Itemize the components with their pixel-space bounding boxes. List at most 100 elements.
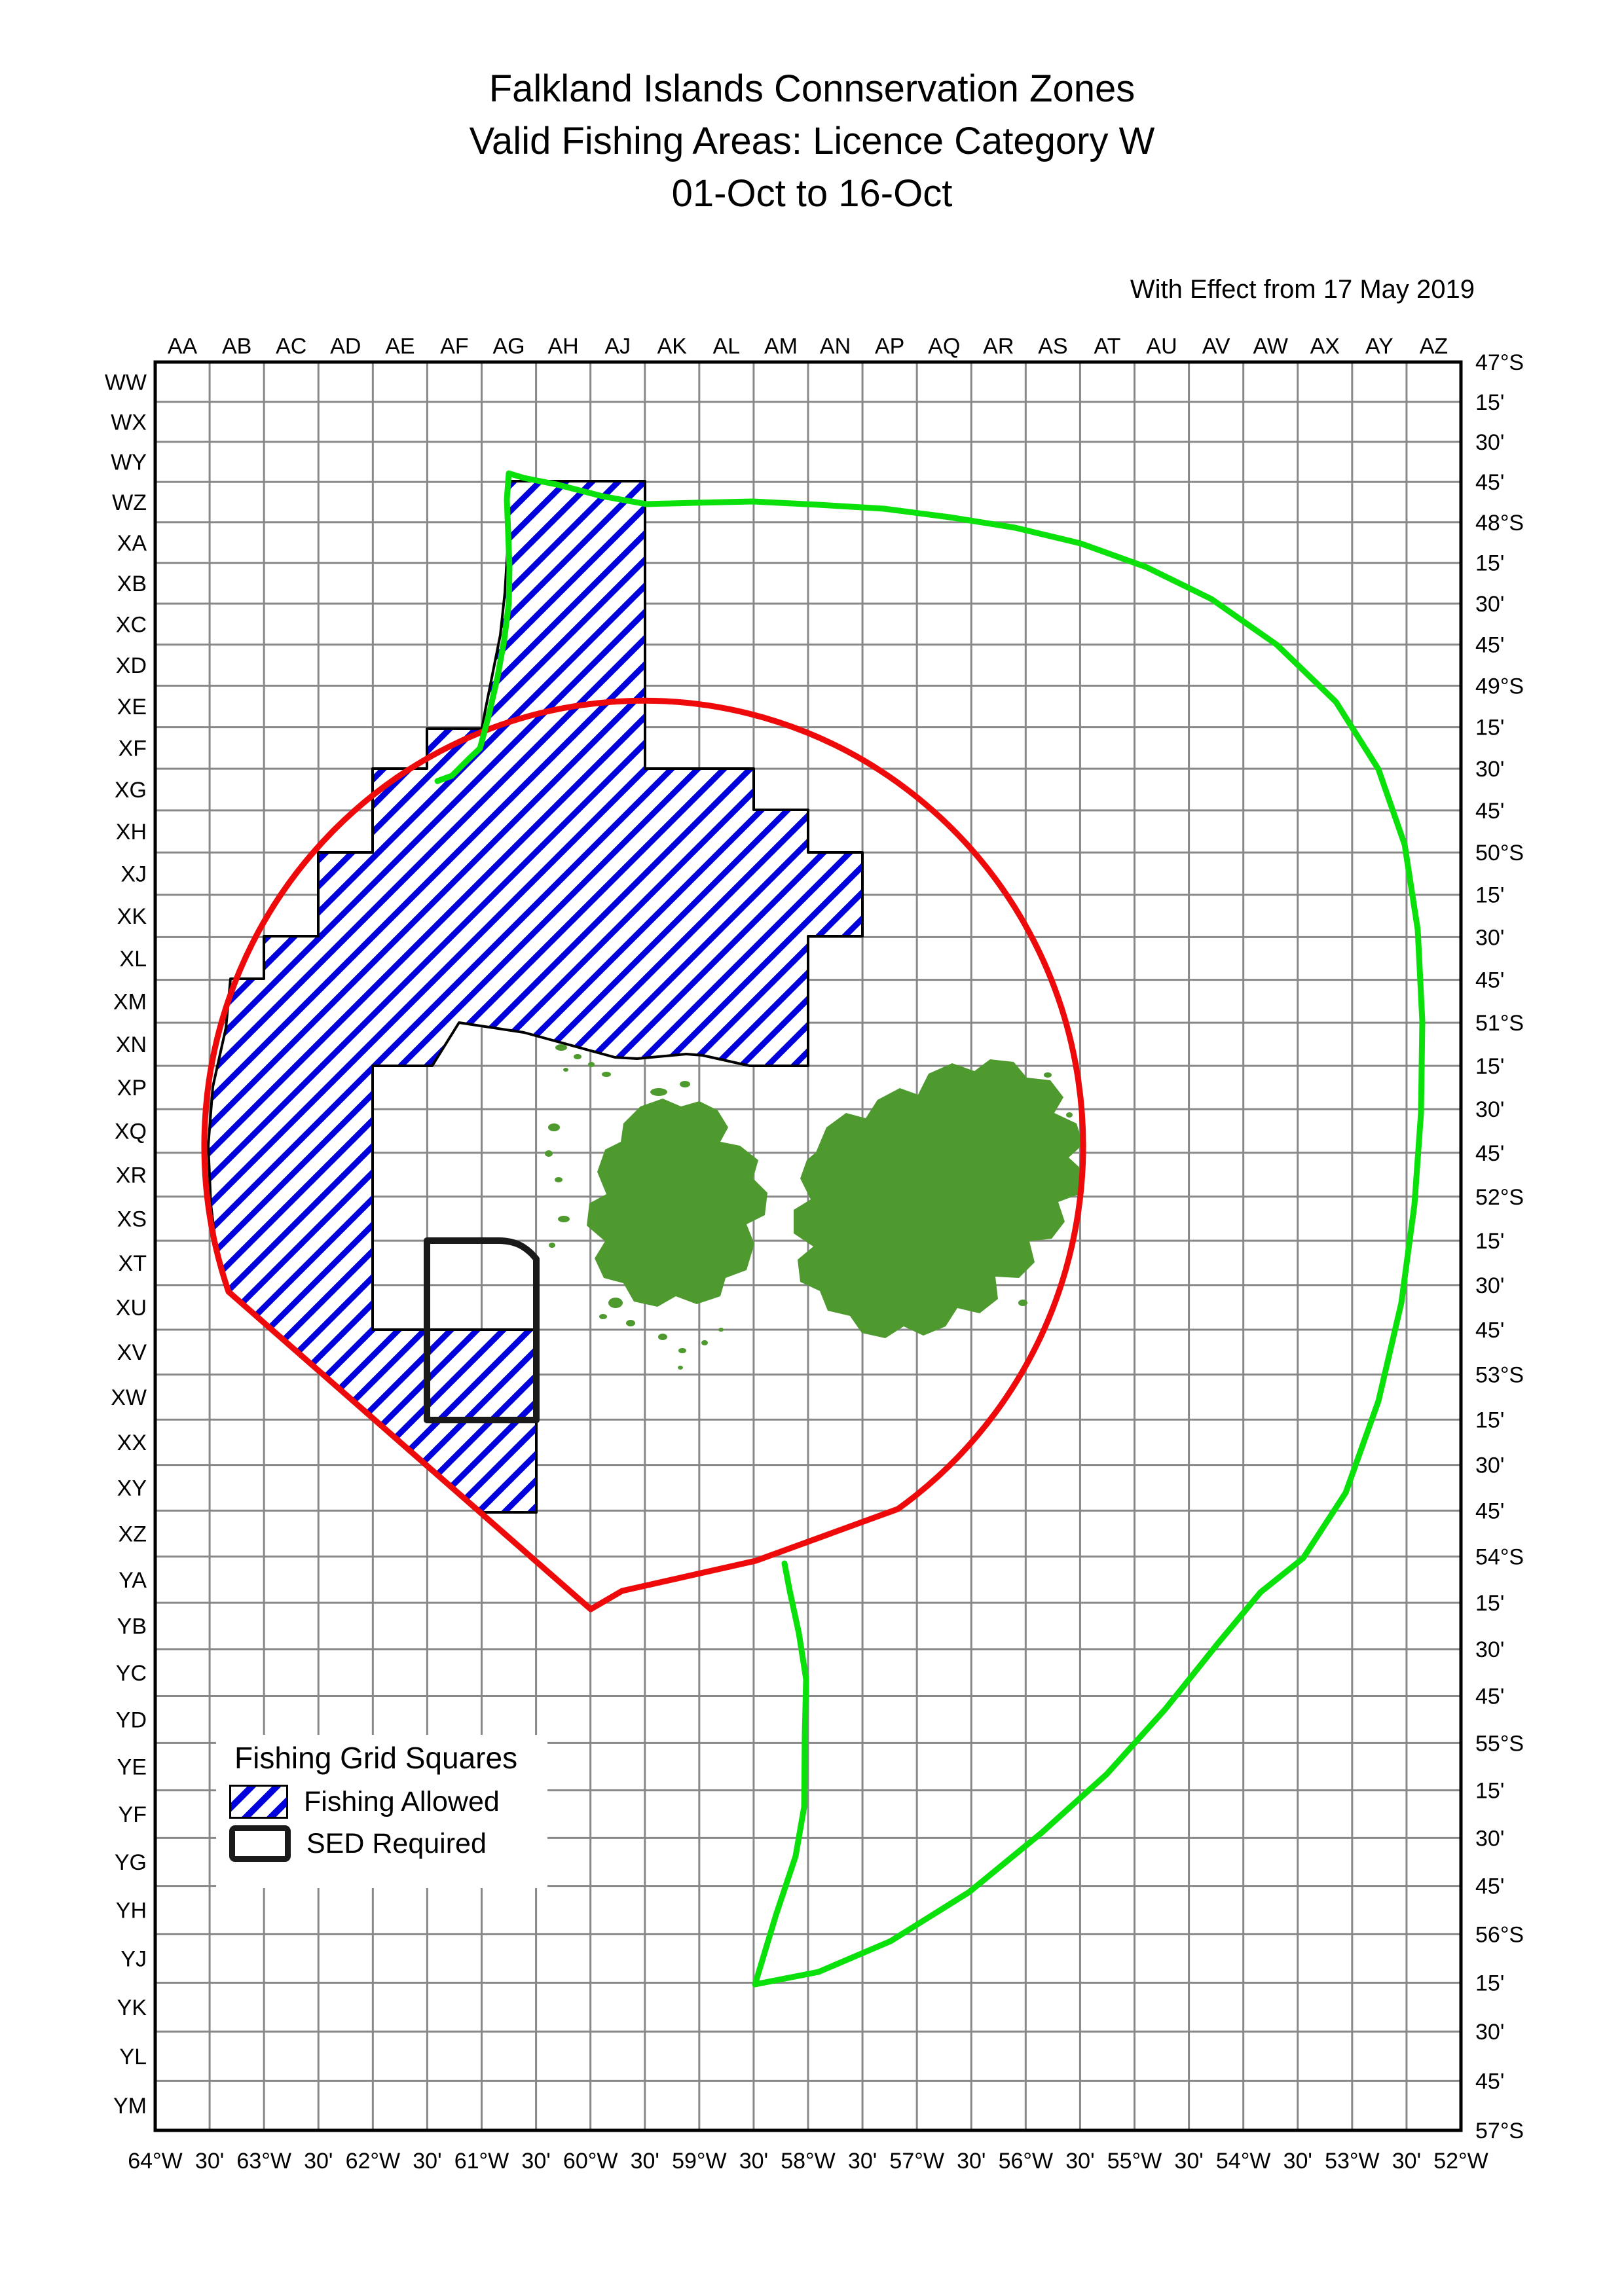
latitude-tick-label: 15' bbox=[1475, 1971, 1504, 1996]
islet bbox=[608, 1298, 623, 1308]
longitude-tick-label: 30' bbox=[521, 2149, 550, 2174]
latitude-tick-label: 45' bbox=[1475, 1318, 1504, 1343]
sed-box-swatch bbox=[229, 1825, 291, 1862]
row-header-label: XM bbox=[113, 989, 147, 1014]
latitude-tick-label: 30' bbox=[1475, 757, 1504, 782]
latitude-tick-label: 30' bbox=[1475, 1637, 1504, 1662]
islet bbox=[678, 1366, 683, 1370]
column-header-label: AC bbox=[276, 334, 306, 359]
islet bbox=[602, 1072, 611, 1077]
row-header-label: XT bbox=[119, 1251, 147, 1276]
latitude-tick-label: 50°S bbox=[1475, 841, 1524, 866]
longitude-tick-label: 62°W bbox=[346, 2149, 401, 2174]
column-header-label: AG bbox=[492, 334, 525, 359]
row-header-label: YA bbox=[119, 1568, 147, 1593]
outer-conservation-zone-boundary bbox=[434, 470, 1426, 1988]
column-header-label: AS bbox=[1038, 334, 1067, 359]
islet bbox=[1044, 1072, 1052, 1078]
latitude-tick-label: 45' bbox=[1475, 470, 1504, 495]
islet bbox=[711, 1276, 716, 1280]
row-header-label: XF bbox=[119, 736, 147, 761]
islet bbox=[574, 1054, 581, 1059]
column-header-label: AN bbox=[820, 334, 851, 359]
row-header-label: XS bbox=[117, 1207, 147, 1231]
latitude-tick-label: 57°S bbox=[1475, 2119, 1524, 2143]
islet bbox=[617, 1258, 623, 1264]
latitude-tick-label: 53°S bbox=[1475, 1362, 1524, 1387]
longitude-tick-label: 60°W bbox=[563, 2149, 618, 2174]
latitude-tick-label: 15' bbox=[1475, 390, 1504, 415]
latitude-tick-label: 15' bbox=[1475, 716, 1504, 740]
east-falkland-island bbox=[794, 1059, 1084, 1338]
row-header-label: YF bbox=[119, 1802, 147, 1827]
row-header-label: XL bbox=[119, 947, 147, 972]
latitude-tick-label: 15' bbox=[1475, 551, 1504, 576]
longitude-tick-label: 30' bbox=[957, 2149, 986, 2174]
latitude-tick-label: 15' bbox=[1475, 883, 1504, 908]
row-header-label: XP bbox=[117, 1076, 147, 1101]
latitude-tick-label: 30' bbox=[1475, 1097, 1504, 1122]
islet bbox=[558, 1216, 570, 1222]
latitude-tick-label: 30' bbox=[1475, 1826, 1504, 1851]
islet bbox=[548, 1123, 560, 1131]
islet bbox=[563, 1068, 568, 1072]
grid-frame bbox=[153, 360, 1463, 2132]
latitude-tick-label: 48°S bbox=[1475, 511, 1524, 536]
islet bbox=[718, 1328, 724, 1332]
latitude-tick-label: 51°S bbox=[1475, 1011, 1524, 1036]
row-header-label: YK bbox=[117, 1995, 147, 2020]
row-header-label: YM bbox=[113, 2094, 147, 2119]
row-header-label: XJ bbox=[120, 862, 147, 886]
latitude-tick-label: 45' bbox=[1475, 799, 1504, 824]
row-header-label: WY bbox=[111, 450, 147, 475]
date-range: 01-Oct to 16-Oct bbox=[671, 172, 953, 215]
row-header-label: XN bbox=[116, 1032, 147, 1057]
longitude-tick-label: 30' bbox=[1283, 2149, 1312, 2174]
legend: Fishing Grid Squares Fishing Allowed SED… bbox=[216, 1735, 547, 1888]
islet bbox=[555, 1044, 567, 1051]
islet bbox=[626, 1320, 635, 1326]
longitude-tick-label: 56°W bbox=[999, 2149, 1054, 2174]
row-header-label: YL bbox=[119, 2045, 147, 2069]
islet bbox=[1018, 1300, 1027, 1306]
latitude-tick-label: 45' bbox=[1475, 633, 1504, 658]
islet bbox=[650, 1088, 667, 1096]
zone-boundaries-layer bbox=[201, 470, 1426, 1988]
latitude-tick-label: 30' bbox=[1475, 2020, 1504, 2045]
row-header-label: XK bbox=[117, 904, 147, 929]
longitude-tick-label: 30' bbox=[848, 2149, 877, 2174]
blue-hatch-swatch bbox=[229, 1785, 288, 1819]
row-header-label: XC bbox=[116, 612, 147, 637]
row-header-label: XY bbox=[117, 1476, 147, 1501]
latitude-tick-label: 52°S bbox=[1475, 1185, 1524, 1210]
row-header-label: XR bbox=[116, 1163, 147, 1188]
row-header-label: YE bbox=[117, 1755, 147, 1779]
row-header-label: YB bbox=[117, 1614, 147, 1639]
column-header-label: AB bbox=[222, 334, 251, 359]
column-header-label: AT bbox=[1094, 334, 1120, 359]
longitude-tick-label: 30' bbox=[304, 2149, 333, 2174]
column-header-label: AV bbox=[1202, 334, 1230, 359]
islet bbox=[1066, 1112, 1073, 1118]
row-header-label: XD bbox=[116, 653, 147, 678]
row-header-label: YD bbox=[116, 1707, 147, 1732]
column-header-label: AP bbox=[875, 334, 904, 359]
page-subtitle: Valid Fishing Areas: Licence Category W bbox=[469, 120, 1155, 162]
longitude-tick-label: 59°W bbox=[672, 2149, 727, 2174]
latitude-tick-label: 45' bbox=[1475, 1141, 1504, 1166]
west-falkland-island bbox=[587, 1099, 767, 1307]
latitude-tick-label: 30' bbox=[1475, 430, 1504, 455]
row-header-label: XW bbox=[111, 1385, 147, 1410]
legend-item-fishing-allowed: Fishing Allowed bbox=[229, 1785, 547, 1819]
islet bbox=[701, 1340, 708, 1345]
row-header-label: XV bbox=[117, 1340, 147, 1365]
column-header-label: AF bbox=[440, 334, 468, 359]
latitude-tick-label: 15' bbox=[1475, 1229, 1504, 1254]
row-header-label: XU bbox=[116, 1296, 147, 1321]
latitude-tick-label: 45' bbox=[1475, 1499, 1504, 1523]
row-header-label: YC bbox=[116, 1661, 147, 1686]
row-header-label: XZ bbox=[119, 1522, 147, 1546]
row-header-label: YG bbox=[115, 1850, 147, 1875]
